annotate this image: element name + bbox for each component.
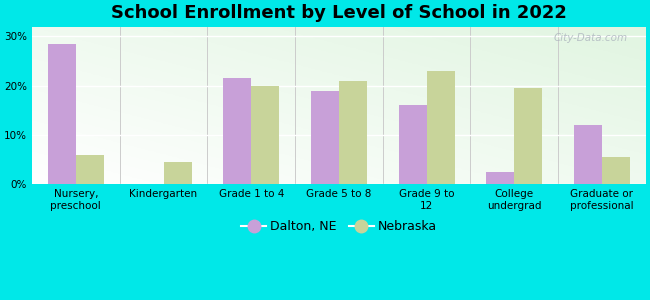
Bar bbox=[398, 105, 426, 184]
Bar bbox=[339, 81, 367, 184]
Text: City-Data.com: City-Data.com bbox=[553, 33, 627, 43]
Bar bbox=[252, 86, 280, 184]
Bar bbox=[223, 78, 252, 184]
Bar bbox=[48, 44, 76, 184]
Bar bbox=[514, 88, 542, 184]
Title: School Enrollment by Level of School in 2022: School Enrollment by Level of School in … bbox=[111, 4, 567, 22]
Bar bbox=[486, 172, 514, 184]
Legend: Dalton, NE, Nebraska: Dalton, NE, Nebraska bbox=[236, 215, 442, 238]
Bar bbox=[602, 157, 630, 184]
Bar bbox=[76, 155, 104, 184]
Bar bbox=[311, 91, 339, 184]
Bar bbox=[426, 71, 455, 184]
Bar bbox=[164, 162, 192, 184]
Bar bbox=[574, 125, 602, 184]
